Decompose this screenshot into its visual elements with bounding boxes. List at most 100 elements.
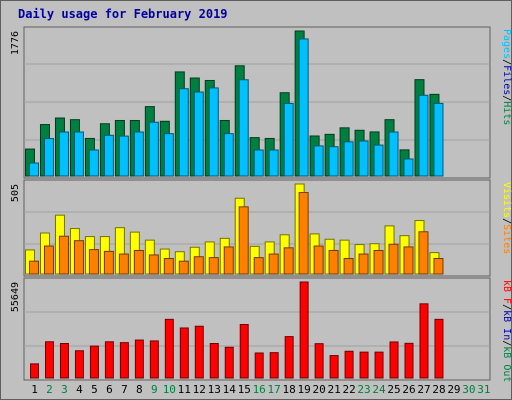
- bar-kb-f: [164, 318, 174, 379]
- bar-kb-f: [104, 341, 114, 379]
- side-legend-label: /: [501, 340, 512, 346]
- side-legend-label: /: [501, 304, 512, 310]
- bar-sites: [283, 247, 294, 275]
- day-label: 12: [193, 383, 206, 396]
- bar-kb-f: [149, 340, 159, 379]
- bar-sites: [418, 231, 429, 275]
- bar-sites: [193, 256, 204, 275]
- day-label: 1: [31, 383, 38, 396]
- bar-files: [58, 131, 69, 177]
- bar-files: [43, 138, 54, 177]
- side-legend-label: kB In: [501, 310, 512, 340]
- bar-sites: [163, 258, 174, 275]
- day-label: 19: [298, 383, 311, 396]
- bar-files: [163, 133, 174, 177]
- day-label: 4: [76, 383, 83, 396]
- bar-kb-f: [179, 327, 189, 379]
- day-label: 16: [253, 383, 266, 396]
- bar-kb-f: [74, 350, 84, 379]
- side-legend-label: /: [501, 59, 512, 65]
- bar-sites: [133, 249, 144, 275]
- bar-kb-f: [59, 342, 69, 379]
- day-label: 24: [372, 383, 386, 396]
- bar-kb-f: [30, 363, 39, 379]
- bar-files: [313, 145, 324, 177]
- day-label: 3: [61, 383, 68, 396]
- bar-kb-f: [194, 325, 204, 379]
- day-label: 31: [477, 383, 490, 396]
- bar-sites: [298, 192, 309, 275]
- bar-sites: [373, 249, 384, 275]
- bar-files: [283, 102, 294, 177]
- day-label: 5: [91, 383, 98, 396]
- bar-kb-f: [359, 351, 369, 379]
- bar-files: [148, 121, 159, 177]
- bar-files: [373, 144, 384, 177]
- side-legend-label: /: [501, 95, 512, 101]
- bar-sites: [313, 245, 324, 275]
- bar-sites: [403, 246, 414, 275]
- chart-title: Daily usage for February 2019: [18, 7, 228, 21]
- bar-sites: [238, 206, 249, 275]
- side-legend-label: Visits: [501, 182, 512, 218]
- bar-kb-f: [119, 342, 129, 379]
- bar-files: [268, 149, 279, 177]
- bar-kb-f: [44, 341, 54, 379]
- bar-sites: [208, 257, 219, 275]
- bar-files: [328, 146, 339, 177]
- day-label: 28: [432, 383, 445, 396]
- bar-kb-f: [434, 318, 444, 379]
- bar-files: [103, 134, 114, 177]
- bar-sites: [118, 253, 129, 275]
- day-label: 11: [178, 383, 191, 396]
- bar-files: [238, 79, 249, 177]
- day-label: 23: [357, 383, 370, 396]
- side-legend-label: Sites: [501, 224, 512, 254]
- bar-files: [29, 162, 39, 177]
- day-label: 6: [106, 383, 113, 396]
- bar-sites: [73, 240, 84, 275]
- bar-files: [253, 149, 264, 177]
- bar-files: [133, 131, 144, 177]
- ymax-label: 1776: [10, 31, 21, 55]
- side-legend-label: Pages: [501, 29, 512, 59]
- bar-kb-f: [404, 342, 414, 379]
- bar-files: [208, 87, 219, 177]
- bar-kb-f: [89, 345, 99, 379]
- bar-kb-f: [419, 303, 429, 379]
- day-label: 7: [121, 383, 128, 396]
- bar-kb-f: [374, 351, 384, 379]
- ymax-label: 55649: [10, 282, 21, 312]
- bar-sites: [223, 246, 234, 275]
- day-label: 8: [136, 383, 143, 396]
- side-legend-label: Files: [501, 65, 512, 95]
- day-label: 30: [462, 383, 475, 396]
- side-legend-label: kB F: [501, 280, 512, 304]
- side-legend: Pages/Files/Hits: [501, 29, 512, 125]
- bar-sites: [88, 249, 99, 275]
- bar-sites: [148, 254, 159, 275]
- bar-sites: [268, 253, 279, 275]
- bar-kb-f: [224, 346, 234, 379]
- bar-sites: [343, 258, 354, 275]
- day-label: 17: [268, 383, 281, 396]
- bar-files: [433, 102, 444, 177]
- bar-files: [298, 38, 309, 177]
- bar-files: [418, 94, 429, 177]
- day-label: 18: [283, 383, 296, 396]
- bar-kb-f: [284, 336, 294, 379]
- bar-sites: [358, 253, 369, 275]
- day-label: 15: [238, 383, 251, 396]
- bar-sites: [388, 243, 399, 275]
- day-label: 21: [327, 383, 340, 396]
- side-legend: Visits/Sites: [501, 182, 512, 254]
- bar-kb-f: [239, 324, 249, 379]
- bar-files: [178, 88, 189, 177]
- bar-kb-f: [134, 339, 144, 379]
- side-legend-label: kB Out: [501, 346, 512, 382]
- bar-files: [73, 131, 84, 177]
- bar-sites: [178, 260, 189, 275]
- day-label: 27: [417, 383, 430, 396]
- day-label: 10: [163, 383, 176, 396]
- bar-files: [343, 141, 354, 177]
